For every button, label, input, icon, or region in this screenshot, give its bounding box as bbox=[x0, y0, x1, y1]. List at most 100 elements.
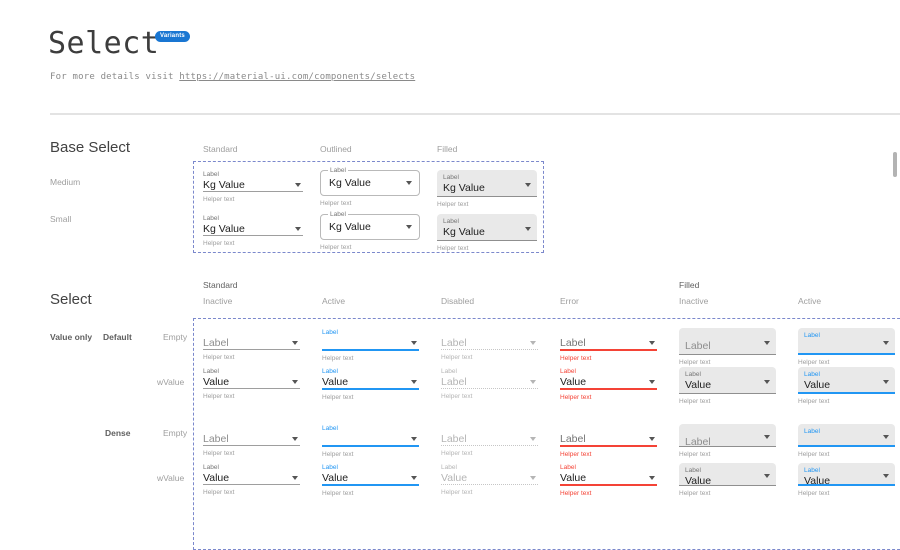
select-value-row: Value bbox=[560, 472, 657, 484]
dropdown-arrow-icon bbox=[883, 474, 889, 478]
dropdown-arrow-icon bbox=[295, 183, 301, 187]
outlined-select-small[interactable]: Label Kg Value Helper text bbox=[320, 211, 420, 252]
standard-select-disabled[interactable]: Label Value Helper text bbox=[441, 463, 538, 497]
select-value: Label bbox=[685, 340, 711, 352]
select-underline bbox=[203, 349, 300, 350]
select-underline bbox=[322, 349, 419, 351]
filled-select-inactive[interactable]: Label Value Helper text bbox=[679, 463, 776, 497]
filled-select-inactive[interactable]: Label Value Helper text bbox=[679, 367, 776, 405]
standard-select-active[interactable]: Label Value Helper text bbox=[322, 367, 419, 405]
filled-select-inactive[interactable]: Label Helper text bbox=[679, 328, 776, 366]
standard-select-small[interactable]: Label Kg Value Helper text bbox=[203, 214, 303, 252]
select-label: Label bbox=[685, 371, 701, 378]
select-value: Value bbox=[685, 475, 712, 487]
select-value-row: Label bbox=[685, 340, 770, 352]
select-underline bbox=[441, 349, 538, 350]
select-row-dense-wvalue: Label Value Helper text Label Value Helper te… bbox=[203, 463, 900, 497]
select-underline bbox=[322, 445, 419, 447]
select-underline bbox=[560, 445, 657, 447]
select-value: Value bbox=[203, 472, 230, 484]
select-value-row: Value bbox=[203, 472, 300, 484]
select-value-row: Kg Value bbox=[443, 226, 531, 238]
select-value: Value bbox=[560, 472, 587, 484]
standard-select-inactive[interactable]: Label Value Helper text bbox=[203, 463, 300, 497]
standard-select-inactive[interactable]: Label Helper text bbox=[203, 328, 300, 366]
select-value: Kg Value bbox=[443, 226, 485, 238]
select-value-row: Kg Value bbox=[203, 179, 303, 191]
select-filled-box: Label Value bbox=[798, 463, 895, 487]
standard-select-inactive[interactable]: Label Helper text bbox=[203, 424, 300, 458]
standard-select-active[interactable]: Label Value Helper text bbox=[322, 463, 419, 497]
filled-select-active[interactable]: Label Helper text bbox=[798, 328, 895, 366]
select-label: Label bbox=[441, 368, 457, 375]
standard-select-disabled[interactable]: Label Helper text bbox=[441, 328, 538, 366]
base-select-row-small: Label Kg Value Helper text Label Kg Value Hel… bbox=[203, 211, 554, 252]
dropdown-arrow-icon bbox=[764, 380, 770, 384]
standard-select-inactive[interactable]: Label Value Helper text bbox=[203, 367, 300, 405]
select-value: Value bbox=[685, 379, 712, 391]
select-value-row: Label bbox=[560, 337, 657, 349]
filled-select-small[interactable]: Label Kg Value Helper text bbox=[437, 214, 537, 252]
select-value: Label bbox=[560, 337, 586, 349]
vertical-scrollbar-thumb[interactable] bbox=[893, 152, 897, 177]
subtitle: For more details visit https://material-… bbox=[50, 72, 415, 82]
standard-select-medium[interactable]: Label Kg Value Helper text bbox=[203, 170, 303, 208]
select-underline bbox=[441, 484, 538, 485]
select-value: Label bbox=[441, 433, 467, 445]
row-label-value-only: Value only bbox=[50, 332, 93, 342]
helper-text: Helper text bbox=[437, 245, 469, 252]
standard-select-active[interactable]: Label Helper text bbox=[322, 424, 419, 458]
filled-select-inactive[interactable]: Label Helper text bbox=[679, 424, 776, 458]
filled-select-medium[interactable]: Label Kg Value Helper text bbox=[437, 170, 537, 208]
state-header-disabled: Disabled bbox=[441, 296, 475, 306]
select-value-row: Value bbox=[685, 475, 770, 487]
standard-select-disabled[interactable]: Label Label Helper text bbox=[441, 367, 538, 405]
select-label: Label bbox=[441, 464, 457, 471]
select-value-row: Label bbox=[441, 337, 538, 349]
standard-select-error[interactable]: Label Helper text bbox=[560, 424, 657, 458]
select-label bbox=[685, 427, 770, 436]
filled-select-active[interactable]: Label Value Helper text bbox=[798, 463, 895, 497]
helper-text: Helper text bbox=[560, 451, 592, 458]
standard-select-error[interactable]: Label Value Helper text bbox=[560, 463, 657, 497]
helper-text: Helper text bbox=[322, 451, 354, 458]
helper-text: Helper text bbox=[322, 394, 354, 401]
helper-text: Helper text bbox=[437, 201, 469, 208]
column-header-standard: Standard bbox=[203, 144, 238, 154]
select-value-row: Kg Value bbox=[203, 223, 303, 235]
standard-select-active[interactable]: Label Helper text bbox=[322, 328, 419, 366]
state-header-filled-active: Active bbox=[798, 296, 822, 306]
select-value-row: Value bbox=[804, 475, 889, 487]
filled-select-active[interactable]: Label Helper text bbox=[798, 424, 895, 458]
select-value: Value bbox=[804, 379, 831, 391]
outlined-select-medium[interactable]: Label Kg Value Helper text bbox=[320, 167, 420, 208]
row-label-wvalue: wValue bbox=[157, 473, 185, 483]
select-filled-box: Label Value bbox=[679, 463, 776, 487]
helper-text: Helper text bbox=[203, 489, 235, 496]
standard-select-disabled[interactable]: Label Helper text bbox=[441, 424, 538, 458]
dropdown-arrow-icon bbox=[525, 183, 531, 187]
select-value-row bbox=[804, 436, 889, 448]
select-label: Label bbox=[322, 368, 338, 375]
standard-select-error[interactable]: Label Value Helper text bbox=[560, 367, 657, 405]
row-label-dense: Dense bbox=[105, 428, 131, 438]
dropdown-arrow-icon bbox=[530, 437, 536, 441]
dropdown-arrow-icon bbox=[649, 341, 655, 345]
dropdown-arrow-icon bbox=[292, 341, 298, 345]
select-value-row: Kg Value bbox=[443, 182, 531, 194]
select-value-row: Label bbox=[441, 433, 538, 445]
component-frame-base-select bbox=[193, 161, 544, 253]
docs-link[interactable]: https://material-ui.com/components/selec… bbox=[179, 72, 416, 82]
select-value-row: Value bbox=[322, 376, 419, 388]
helper-text: Helper text bbox=[322, 355, 354, 362]
select-row-default-empty: Label Helper text Label Helper text Label Hel… bbox=[203, 328, 900, 366]
dropdown-arrow-icon bbox=[649, 476, 655, 480]
helper-text: Helper text bbox=[203, 240, 235, 247]
dropdown-arrow-icon bbox=[530, 341, 536, 345]
dropdown-arrow-icon bbox=[411, 437, 417, 441]
select-value-row: Label bbox=[560, 433, 657, 445]
standard-select-error[interactable]: Label Helper text bbox=[560, 328, 657, 366]
select-filled-box: Label Value bbox=[679, 367, 776, 394]
select-states-heading: Select bbox=[50, 291, 92, 308]
filled-select-active[interactable]: Label Value Helper text bbox=[798, 367, 895, 405]
